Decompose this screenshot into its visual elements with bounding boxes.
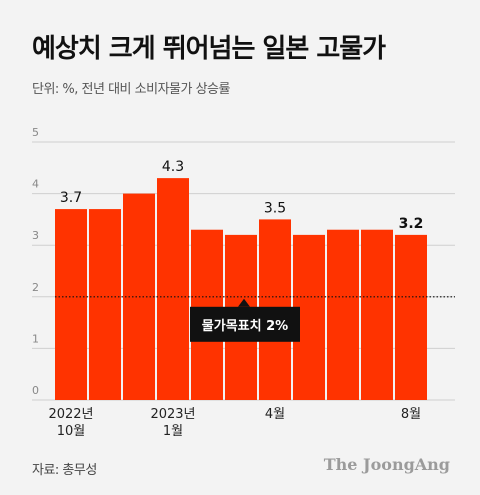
data-label: 4.3 (162, 159, 184, 175)
x-tick-label: 4월 (265, 407, 285, 422)
x-tick-label: 8월 (401, 407, 421, 422)
x-tick-label: 2022년 (48, 407, 93, 422)
bar (89, 209, 121, 400)
x-tick-label: 1월 (163, 424, 183, 439)
y-tick-label: 0 (32, 384, 39, 397)
bars (55, 178, 427, 400)
x-tick-label: 10월 (57, 424, 86, 439)
data-label: 3.2 (399, 216, 424, 232)
x-tick-label: 2023년 (150, 407, 195, 422)
bar (395, 234, 427, 400)
brand-logo: The JoongAng (323, 455, 450, 474)
unit-note: 단위: %, 전년 대비 소비자물가 상승률 (32, 82, 230, 97)
target-label: 물가목표치 2% (202, 318, 288, 334)
x-tick-labels: 2022년 10월 2023년 1월 4월 8월 (48, 407, 421, 439)
chart-title: 예상치 크게 뛰어넘는 일본 고물가 (32, 34, 386, 64)
y-tick-label: 3 (32, 229, 39, 242)
y-tick-label: 4 (32, 178, 39, 191)
reference-line-group: 물가목표치 2% (55, 296, 455, 342)
y-tick-label: 1 (32, 332, 39, 345)
data-labels: 3.7 4.3 3.5 3.2 (60, 159, 424, 232)
y-tick-label: 2 (32, 281, 39, 294)
bar (55, 209, 87, 400)
bar (327, 229, 359, 400)
data-label: 3.5 (264, 200, 286, 216)
bar (361, 229, 393, 400)
callout-pointer (238, 298, 250, 307)
source-note: 자료: 총무성 (32, 463, 97, 478)
data-label: 3.7 (60, 190, 82, 206)
y-tick-label: 5 (32, 126, 39, 139)
callout-box (190, 306, 300, 342)
bar (157, 178, 189, 400)
